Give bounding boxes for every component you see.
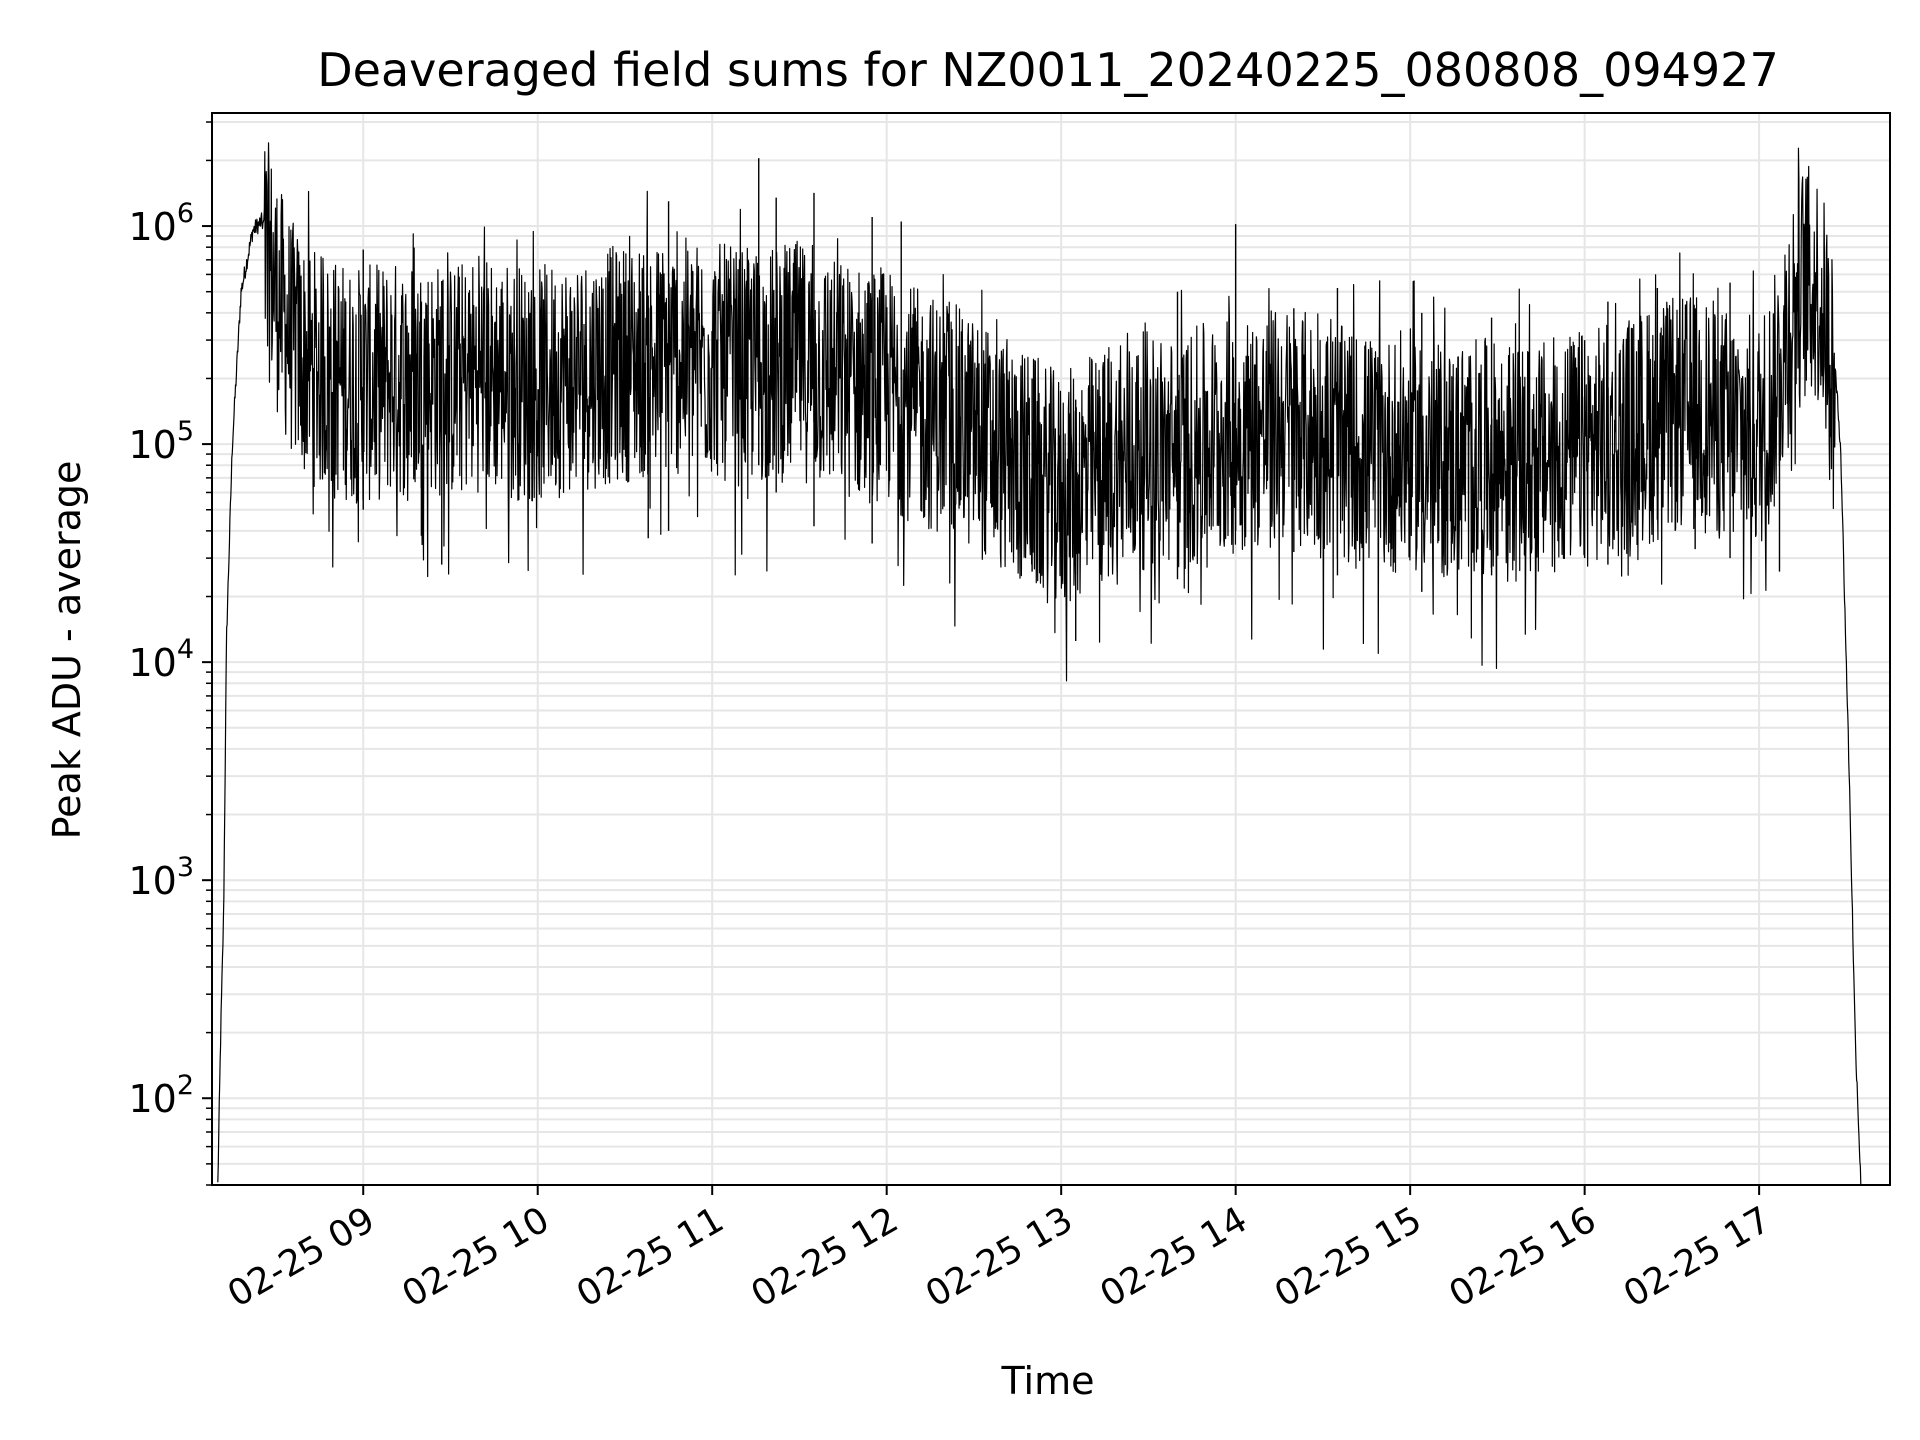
x-axis-label: Time	[1001, 1359, 1095, 1403]
y-tick-label: 102	[128, 1070, 194, 1121]
plot-frame	[211, 112, 1891, 1186]
y-tick-label: 103	[128, 852, 194, 903]
x-tick-label: 02-25 10	[396, 1199, 557, 1315]
y-tick-label: 104	[128, 634, 194, 685]
y-tick-label: 106	[128, 198, 194, 249]
x-tick-label: 02-25 12	[745, 1199, 906, 1315]
y-tick-label: 105	[128, 416, 194, 467]
y-axis-ticks: 102 103 104 105 106	[128, 121, 212, 1186]
x-tick-label: 02-25 13	[919, 1199, 1080, 1315]
chart-title: Deaveraged field sums for NZ0011_2024022…	[317, 43, 1778, 97]
minor-gridlines	[212, 121, 1890, 1186]
series-layer	[217, 142, 1862, 1185]
x-tick-label: 02-25 17	[1617, 1199, 1778, 1315]
x-tick-label: 02-25 16	[1442, 1199, 1603, 1315]
y-axis-label: Peak ADU - average	[45, 461, 89, 840]
x-tick-label: 02-25 14	[1093, 1199, 1254, 1315]
major-gridlines	[212, 113, 1890, 1185]
x-tick-label: 02-25 11	[570, 1199, 731, 1315]
series-line	[217, 142, 1862, 1185]
x-tick-label: 02-25 09	[221, 1199, 382, 1315]
x-axis-ticks: 02-25 09 02-25 10 02-25 11 02-25 12 02-25 13…	[221, 1185, 1778, 1316]
x-tick-label: 02-25 15	[1268, 1199, 1429, 1315]
